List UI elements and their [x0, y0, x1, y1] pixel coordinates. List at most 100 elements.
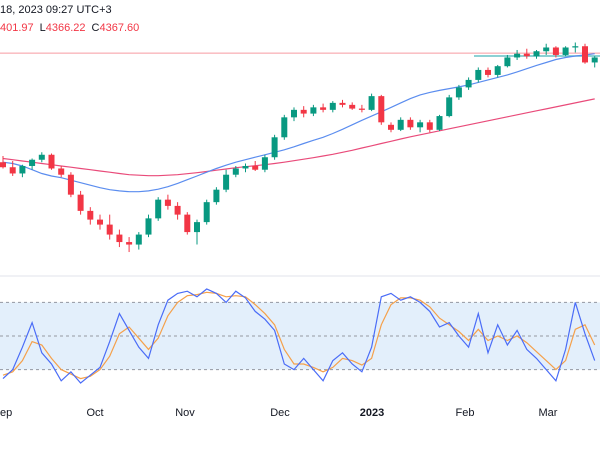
candle-body: [504, 57, 511, 67]
candle-body: [291, 109, 297, 118]
candle-body: [223, 174, 230, 190]
candle-body: [164, 199, 171, 206]
candle: [106, 214, 113, 240]
candle-body: [591, 57, 598, 63]
candles: [0, 42, 598, 253]
candle-body: [455, 87, 462, 98]
datetime-text: 18, 2023 09:27 UTC+3: [0, 4, 112, 16]
candle: [514, 49, 521, 60]
high-value: 401.97: [0, 22, 34, 34]
candle-body: [77, 194, 84, 211]
candle-body: [426, 122, 433, 130]
candle: [116, 229, 123, 248]
x-tick-label: Nov: [175, 407, 195, 419]
candle-body: [407, 119, 414, 128]
candle-body: [38, 154, 45, 160]
candle-body: [465, 79, 472, 88]
candle-body: [194, 222, 200, 233]
candle-body: [48, 154, 55, 169]
candle-body: [494, 66, 501, 75]
candle-body: [485, 69, 491, 75]
candle-body: [543, 47, 550, 52]
candle: [97, 214, 103, 230]
candle: [135, 232, 142, 250]
candle-body: [184, 214, 191, 233]
candle: [38, 152, 45, 163]
candle: [552, 46, 559, 58]
moving-average-slow: [2, 98, 595, 177]
chart-datetime: 18, 2023 09:27 UTC+3: [0, 4, 112, 16]
candle: [223, 169, 230, 193]
candle: [213, 187, 220, 205]
candle-body: [349, 104, 356, 109]
candle-body: [106, 224, 113, 235]
stochastic-k-line: [2, 288, 596, 384]
candle: [271, 134, 278, 160]
candle-body: [436, 116, 443, 130]
candle: [174, 202, 181, 220]
x-axis: ep Oct Nov Dec 2023 Feb Mar: [0, 407, 558, 419]
candle-body: [397, 119, 404, 130]
x-tick-label: Feb: [456, 407, 475, 419]
x-tick-label: Dec: [270, 407, 290, 419]
candle-body: [310, 107, 317, 114]
candle: [19, 164, 26, 178]
candle-body: [252, 165, 259, 170]
candle-body: [417, 122, 424, 128]
candle: [261, 154, 268, 173]
candle-body: [58, 168, 65, 175]
candle-body: [475, 69, 482, 80]
candle-body: [0, 162, 6, 168]
candle-body: [145, 218, 152, 235]
candle: [407, 117, 414, 130]
stochastic-pane: [0, 288, 600, 384]
candle: [291, 107, 297, 122]
candle: [582, 43, 588, 64]
candle: [242, 163, 249, 173]
candle-body: [67, 174, 74, 195]
candle: [9, 160, 16, 176]
candle-body: [582, 46, 588, 63]
candle-body: [271, 137, 278, 158]
candle: [164, 194, 171, 210]
candle-body: [174, 205, 181, 215]
candle: [446, 94, 453, 118]
candle-body: [378, 96, 385, 123]
low-value: 4366.22: [45, 22, 86, 34]
candle-body: [116, 234, 123, 243]
candle-body: [242, 165, 249, 169]
candle: [0, 156, 6, 169]
candle: [87, 207, 94, 225]
candle-body: [135, 234, 142, 245]
candle: [320, 103, 327, 113]
candle: [310, 104, 317, 117]
candle-body: [339, 102, 346, 105]
candle: [77, 190, 84, 215]
candle: [504, 54, 511, 68]
candle: [485, 67, 491, 78]
candle: [232, 165, 239, 178]
x-tick-label: Oct: [86, 407, 103, 419]
candle-body: [552, 47, 559, 55]
candle-body: [514, 53, 521, 58]
candle: [475, 67, 482, 83]
candle: [378, 94, 385, 125]
ohlc-legend: 401.97 L4366.22 C4367.60: [0, 22, 145, 38]
candle-body: [358, 108, 365, 110]
candle-body: [97, 219, 103, 225]
candle: [194, 219, 200, 245]
candle: [58, 165, 65, 178]
candle-body: [155, 199, 162, 219]
candle: [300, 106, 307, 118]
candle: [368, 93, 375, 112]
candle: [417, 119, 424, 133]
low-label: L: [39, 22, 46, 34]
candle: [397, 117, 404, 132]
candle: [252, 160, 259, 171]
candle-body: [213, 189, 220, 203]
candle-body: [320, 107, 327, 110]
candle-body: [232, 168, 239, 175]
candle-body: [126, 242, 133, 245]
candle-body: [29, 159, 36, 166]
